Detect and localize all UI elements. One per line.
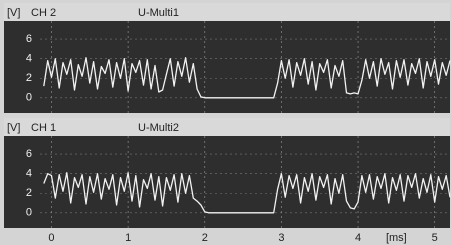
x-tick-label: 5	[432, 232, 438, 244]
y-tick-label: 6	[26, 33, 32, 45]
y-tick-label: 4	[26, 168, 32, 180]
x-tick-label: 0	[48, 232, 54, 244]
y-tick-label: 4	[26, 53, 32, 65]
panel-title: U-Multi2	[138, 122, 179, 134]
y-tick-label: 0	[26, 92, 32, 104]
x-axis-label: [ms]	[386, 232, 407, 244]
y-tick-label: 2	[26, 187, 32, 199]
channel-label: CH 1	[31, 122, 56, 134]
x-tick-label: 3	[278, 232, 284, 244]
x-tick-label: 4	[355, 232, 361, 244]
y-tick-label: 6	[26, 148, 32, 160]
channel-label: CH 2	[31, 7, 56, 19]
x-tick-label: 2	[202, 232, 208, 244]
oscilloscope: [V] CH 2 U-Multi1 0 2 4 6 [V] CH 1 U-Multi2 0 2 4 6 0 1…	[0, 0, 452, 245]
header-strip	[4, 3, 450, 21]
y-tick-label: 0	[26, 207, 32, 219]
panel-title: U-Multi1	[138, 7, 179, 19]
header-strip	[4, 118, 450, 136]
x-tick-label: 1	[125, 232, 131, 244]
unit-label: [V]	[7, 122, 20, 134]
unit-label: [V]	[7, 7, 20, 19]
y-tick-label: 2	[26, 72, 32, 84]
